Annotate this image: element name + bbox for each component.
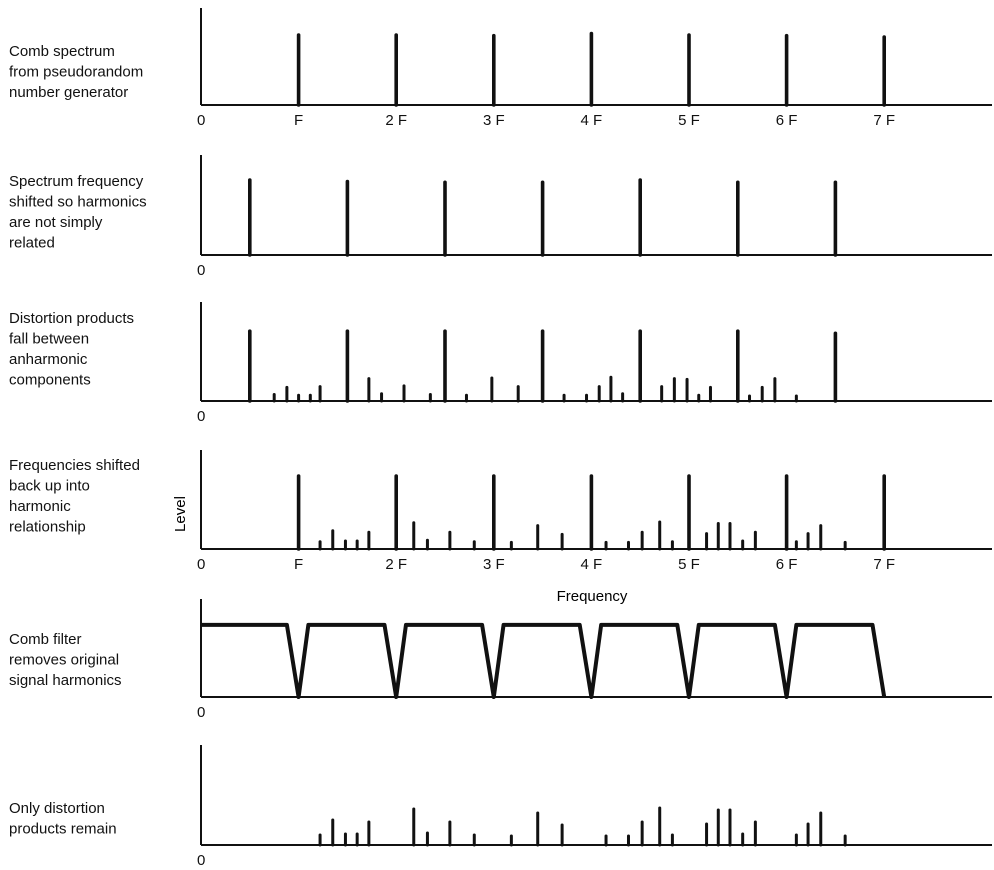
panel-distortion-products: Distortion products fall between anharmoni…: [9, 302, 992, 425]
panel-caption-line: shifted so harmonics: [9, 194, 147, 211]
panel-caption-line: Spectrum frequency: [9, 173, 144, 190]
tick-label: 5 F: [678, 556, 700, 573]
panel-shifted-back: Frequencies shifted back up into harmonic r…: [9, 450, 992, 573]
x-axis-label: Frequency: [557, 588, 628, 605]
panel-caption-line: Comb filter: [9, 631, 82, 648]
panel-caption-line: from pseudorandom: [9, 64, 143, 81]
panel-comb-spectrum: Comb spectrum from pseudorandom number gen…: [9, 8, 992, 129]
panel-distortion-remaining: Only distortion products remain 0: [9, 745, 992, 869]
tick-label: 5 F: [678, 112, 700, 129]
panel-caption-line: Distortion products: [9, 310, 134, 327]
zero-label: 0: [197, 262, 205, 279]
panel-caption-line: signal harmonics: [9, 672, 122, 689]
tick-label: 3 F: [483, 112, 505, 129]
zero-label: 0: [197, 556, 205, 573]
panel-comb-filter: Comb filter removes original signal harmon…: [9, 599, 992, 721]
zero-label: 0: [197, 112, 205, 129]
tick-label: 7 F: [873, 556, 895, 573]
tick-label: F: [294, 112, 303, 129]
zero-label: 0: [197, 704, 205, 721]
tick-label: 2 F: [385, 112, 407, 129]
panel-caption-line: Frequencies shifted: [9, 457, 140, 474]
comb-filter-curve: [201, 622, 887, 699]
panel-caption-line: are not simply: [9, 214, 103, 231]
panel-caption-line: removes original: [9, 652, 119, 669]
panel-caption-line: products remain: [9, 821, 117, 838]
tick-label: 4 F: [581, 556, 603, 573]
panel-caption-line: relationship: [9, 519, 86, 536]
tick-label: 7 F: [873, 112, 895, 129]
panel-shifted-spectrum: Spectrum frequency shifted so harmonics ar…: [9, 155, 992, 279]
panel-caption-line: anharmonic: [9, 351, 88, 368]
panel-caption-line: Comb spectrum: [9, 43, 115, 60]
panel-caption-line: components: [9, 372, 91, 389]
panel-caption-line: related: [9, 235, 55, 252]
panel-caption-line: back up into: [9, 478, 90, 495]
panel-caption-line: fall between: [9, 331, 89, 348]
tick-label: 4 F: [581, 112, 603, 129]
panel-caption-line: harmonic: [9, 498, 71, 515]
tick-label: 3 F: [483, 556, 505, 573]
y-axis-label: Level: [172, 496, 189, 532]
tick-label: 6 F: [776, 112, 798, 129]
tick-label: 6 F: [776, 556, 798, 573]
panel-caption-line: number generator: [9, 84, 128, 101]
zero-label: 0: [197, 852, 205, 865]
tick-label: F: [294, 556, 303, 573]
zero-label: 0: [197, 408, 205, 425]
panel-caption-line: Only distortion: [9, 800, 105, 817]
tick-label: 2 F: [385, 556, 407, 573]
